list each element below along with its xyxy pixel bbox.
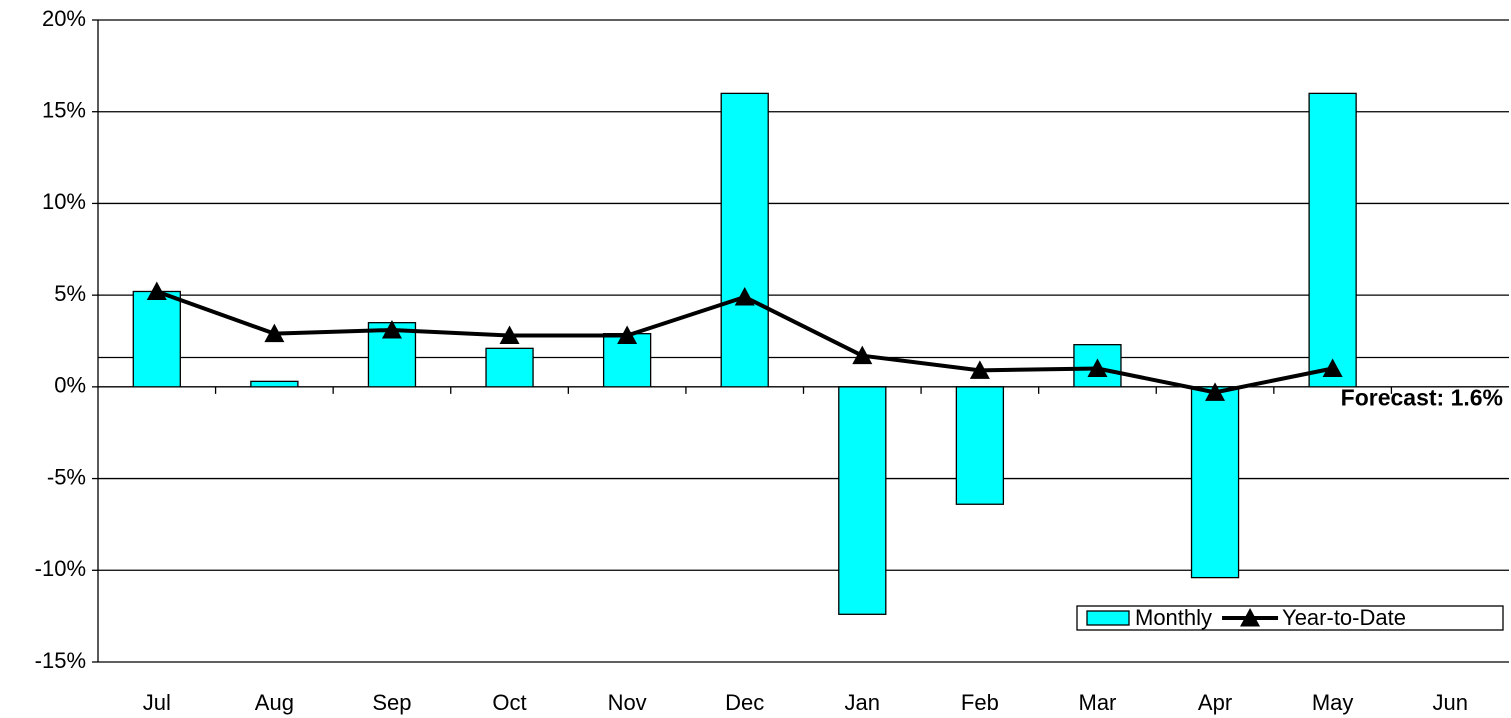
bar	[250, 380, 299, 388]
y-tick-label: 5%	[54, 281, 86, 306]
y-tick-label: -15%	[35, 648, 86, 673]
x-tick-label: Sep	[372, 690, 411, 715]
y-tick-label: 20%	[42, 6, 86, 31]
x-tick-label: Jul	[143, 690, 171, 715]
x-tick-label: Dec	[725, 690, 764, 715]
marker	[852, 345, 873, 365]
marker	[499, 325, 520, 344]
x-tick-label: Jun	[1432, 690, 1467, 715]
bar	[1190, 386, 1240, 579]
y-tick-label: 0%	[54, 373, 86, 398]
marker	[1087, 358, 1108, 378]
marker	[264, 323, 285, 343]
bar	[1308, 92, 1357, 388]
marker	[146, 281, 167, 300]
legend-label: Monthly	[1135, 605, 1212, 630]
legend-label: Year-to-Date	[1282, 605, 1406, 630]
x-tick-label: Apr	[1198, 690, 1232, 715]
bar	[485, 347, 534, 388]
x-tick-label: Aug	[255, 690, 294, 715]
x-tick-label: Mar	[1079, 690, 1117, 715]
marker	[1322, 358, 1343, 378]
bar	[955, 386, 1005, 505]
bar	[838, 386, 887, 615]
legend-swatch	[1086, 610, 1130, 626]
y-tick-label: 10%	[42, 189, 86, 214]
marker	[617, 325, 638, 344]
x-tick-label: May	[1312, 690, 1354, 715]
marker	[1205, 382, 1226, 401]
y-tick-label: 15%	[42, 98, 86, 123]
legend-marker	[1240, 608, 1261, 627]
x-tick-label: Jan	[845, 690, 880, 715]
legend: Monthly Year-to-Date	[1076, 605, 1504, 631]
legend-box	[1076, 605, 1504, 631]
marker	[734, 286, 755, 306]
bar	[132, 290, 181, 388]
x-tick-label: Oct	[492, 690, 526, 715]
y-tick-label: -10%	[35, 556, 86, 581]
x-tick-label: Feb	[961, 690, 999, 715]
marker	[969, 360, 990, 379]
bar	[720, 92, 769, 388]
marker	[381, 319, 402, 339]
x-tick-label: Nov	[608, 690, 647, 715]
annotation: Forecast: 1.6%	[1341, 385, 1503, 411]
y-tick-label: -5%	[47, 464, 86, 489]
